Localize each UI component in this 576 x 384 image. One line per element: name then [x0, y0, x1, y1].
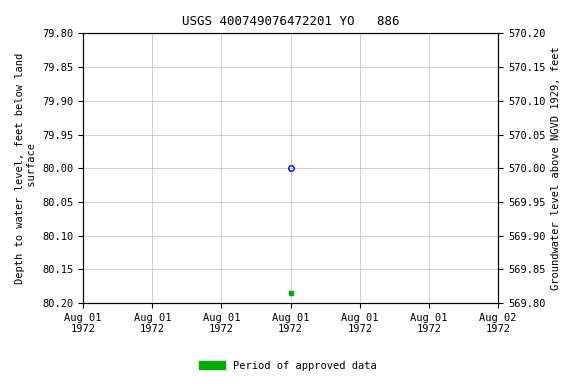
- Legend: Period of approved data: Period of approved data: [195, 357, 381, 375]
- Y-axis label: Depth to water level, feet below land
 surface: Depth to water level, feet below land su…: [15, 53, 37, 284]
- Title: USGS 400749076472201 YO   886: USGS 400749076472201 YO 886: [182, 15, 399, 28]
- Y-axis label: Groundwater level above NGVD 1929, feet: Groundwater level above NGVD 1929, feet: [551, 46, 561, 290]
